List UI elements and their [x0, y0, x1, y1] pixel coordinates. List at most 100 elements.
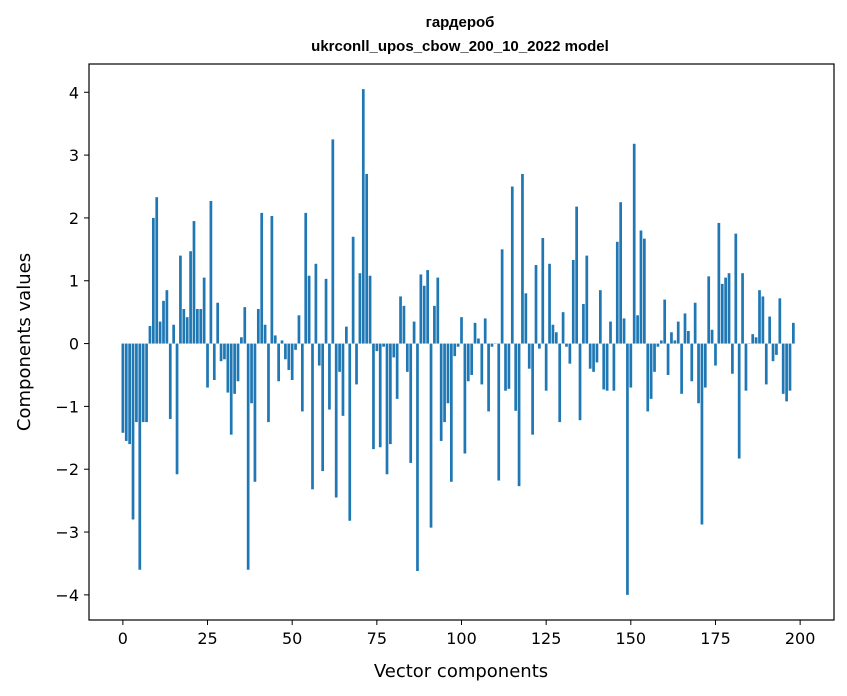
bar: [429, 343, 433, 528]
bar: [453, 343, 457, 357]
bar: [175, 343, 179, 475]
bar: [294, 343, 297, 350]
bar: [212, 343, 216, 381]
bar: [311, 343, 314, 490]
plot-frame: [88, 63, 835, 621]
bar: [358, 273, 362, 344]
bar: [632, 143, 636, 344]
bar: [487, 343, 490, 412]
bar: [460, 317, 463, 344]
bar: [517, 343, 521, 487]
bar: [595, 343, 599, 363]
bar: [717, 222, 721, 344]
bar: [426, 270, 429, 344]
bar: [409, 343, 413, 463]
y-tick-label: 0: [69, 335, 79, 354]
bar: [626, 343, 629, 595]
bar: [643, 238, 646, 344]
bar: [636, 315, 639, 344]
bar: [676, 321, 680, 344]
bar: [277, 343, 280, 382]
bar: [138, 343, 142, 570]
bar: [189, 251, 192, 344]
bar: [710, 329, 714, 344]
bar: [280, 340, 284, 344]
x-axis-ticks: 0 25 50 75 100 125 150 175 200: [118, 620, 815, 648]
bar: [544, 343, 548, 391]
bar: [683, 313, 687, 344]
bar: [680, 343, 683, 394]
bar: [124, 343, 128, 441]
bar: [639, 230, 643, 344]
bar: [416, 343, 419, 571]
bar: [436, 277, 440, 344]
bar: [534, 265, 538, 344]
bar: [449, 343, 453, 482]
bar: [372, 343, 375, 450]
y-tick-label: −3: [55, 523, 79, 542]
bar: [443, 343, 446, 423]
bar: [687, 331, 690, 344]
bar: [619, 202, 623, 344]
bar: [196, 309, 199, 344]
bar: [192, 221, 196, 344]
bar: [592, 343, 595, 372]
bar: [399, 296, 402, 344]
bar: [598, 290, 602, 344]
bar: [267, 343, 270, 423]
bar: [521, 173, 524, 344]
bar: [168, 343, 172, 419]
bar: [690, 343, 694, 382]
bar: [629, 343, 633, 388]
bar: [182, 309, 186, 344]
bar: [558, 343, 562, 423]
bar: [483, 318, 487, 344]
bar: [273, 335, 277, 344]
bar: [697, 343, 700, 404]
bar: [778, 298, 782, 344]
bar: [477, 338, 480, 344]
bar: [446, 343, 450, 404]
y-tick-label: 3: [69, 146, 79, 165]
bar: [368, 275, 372, 344]
bar: [250, 343, 253, 404]
bar: [128, 343, 131, 445]
bar: [389, 343, 392, 445]
bar: [270, 216, 274, 344]
bar: [605, 343, 609, 391]
bar: [497, 343, 501, 481]
bar: [209, 200, 213, 344]
chart-title: гардероб: [426, 14, 495, 31]
bar: [781, 343, 785, 394]
bar: [565, 343, 568, 347]
bar: [162, 300, 165, 344]
bar: [578, 343, 582, 421]
x-tick-label: 175: [700, 629, 731, 648]
bar: [148, 325, 152, 344]
bar: [365, 173, 369, 344]
bar: [253, 343, 257, 482]
bar: [243, 307, 247, 344]
bar: [351, 236, 355, 344]
bar: [246, 343, 250, 570]
bar: [165, 290, 169, 344]
bar: [670, 332, 673, 344]
bar: [727, 273, 731, 344]
bar: [263, 324, 267, 344]
y-tick-label: −2: [55, 460, 79, 479]
bar: [314, 263, 318, 344]
chart-subtitle: ukrconll_upos_cbow_200_10_2022 model: [311, 38, 609, 55]
x-tick-label: 25: [197, 629, 217, 648]
bar: [588, 343, 592, 369]
bar: [341, 343, 345, 416]
bar: [345, 326, 348, 344]
bar: [328, 343, 331, 410]
bar: [561, 312, 565, 344]
bar: [659, 340, 663, 344]
bar: [324, 278, 328, 344]
x-tick-label: 50: [282, 629, 302, 648]
bar: [151, 217, 155, 344]
y-tick-label: 4: [69, 83, 79, 102]
bar: [514, 343, 518, 411]
